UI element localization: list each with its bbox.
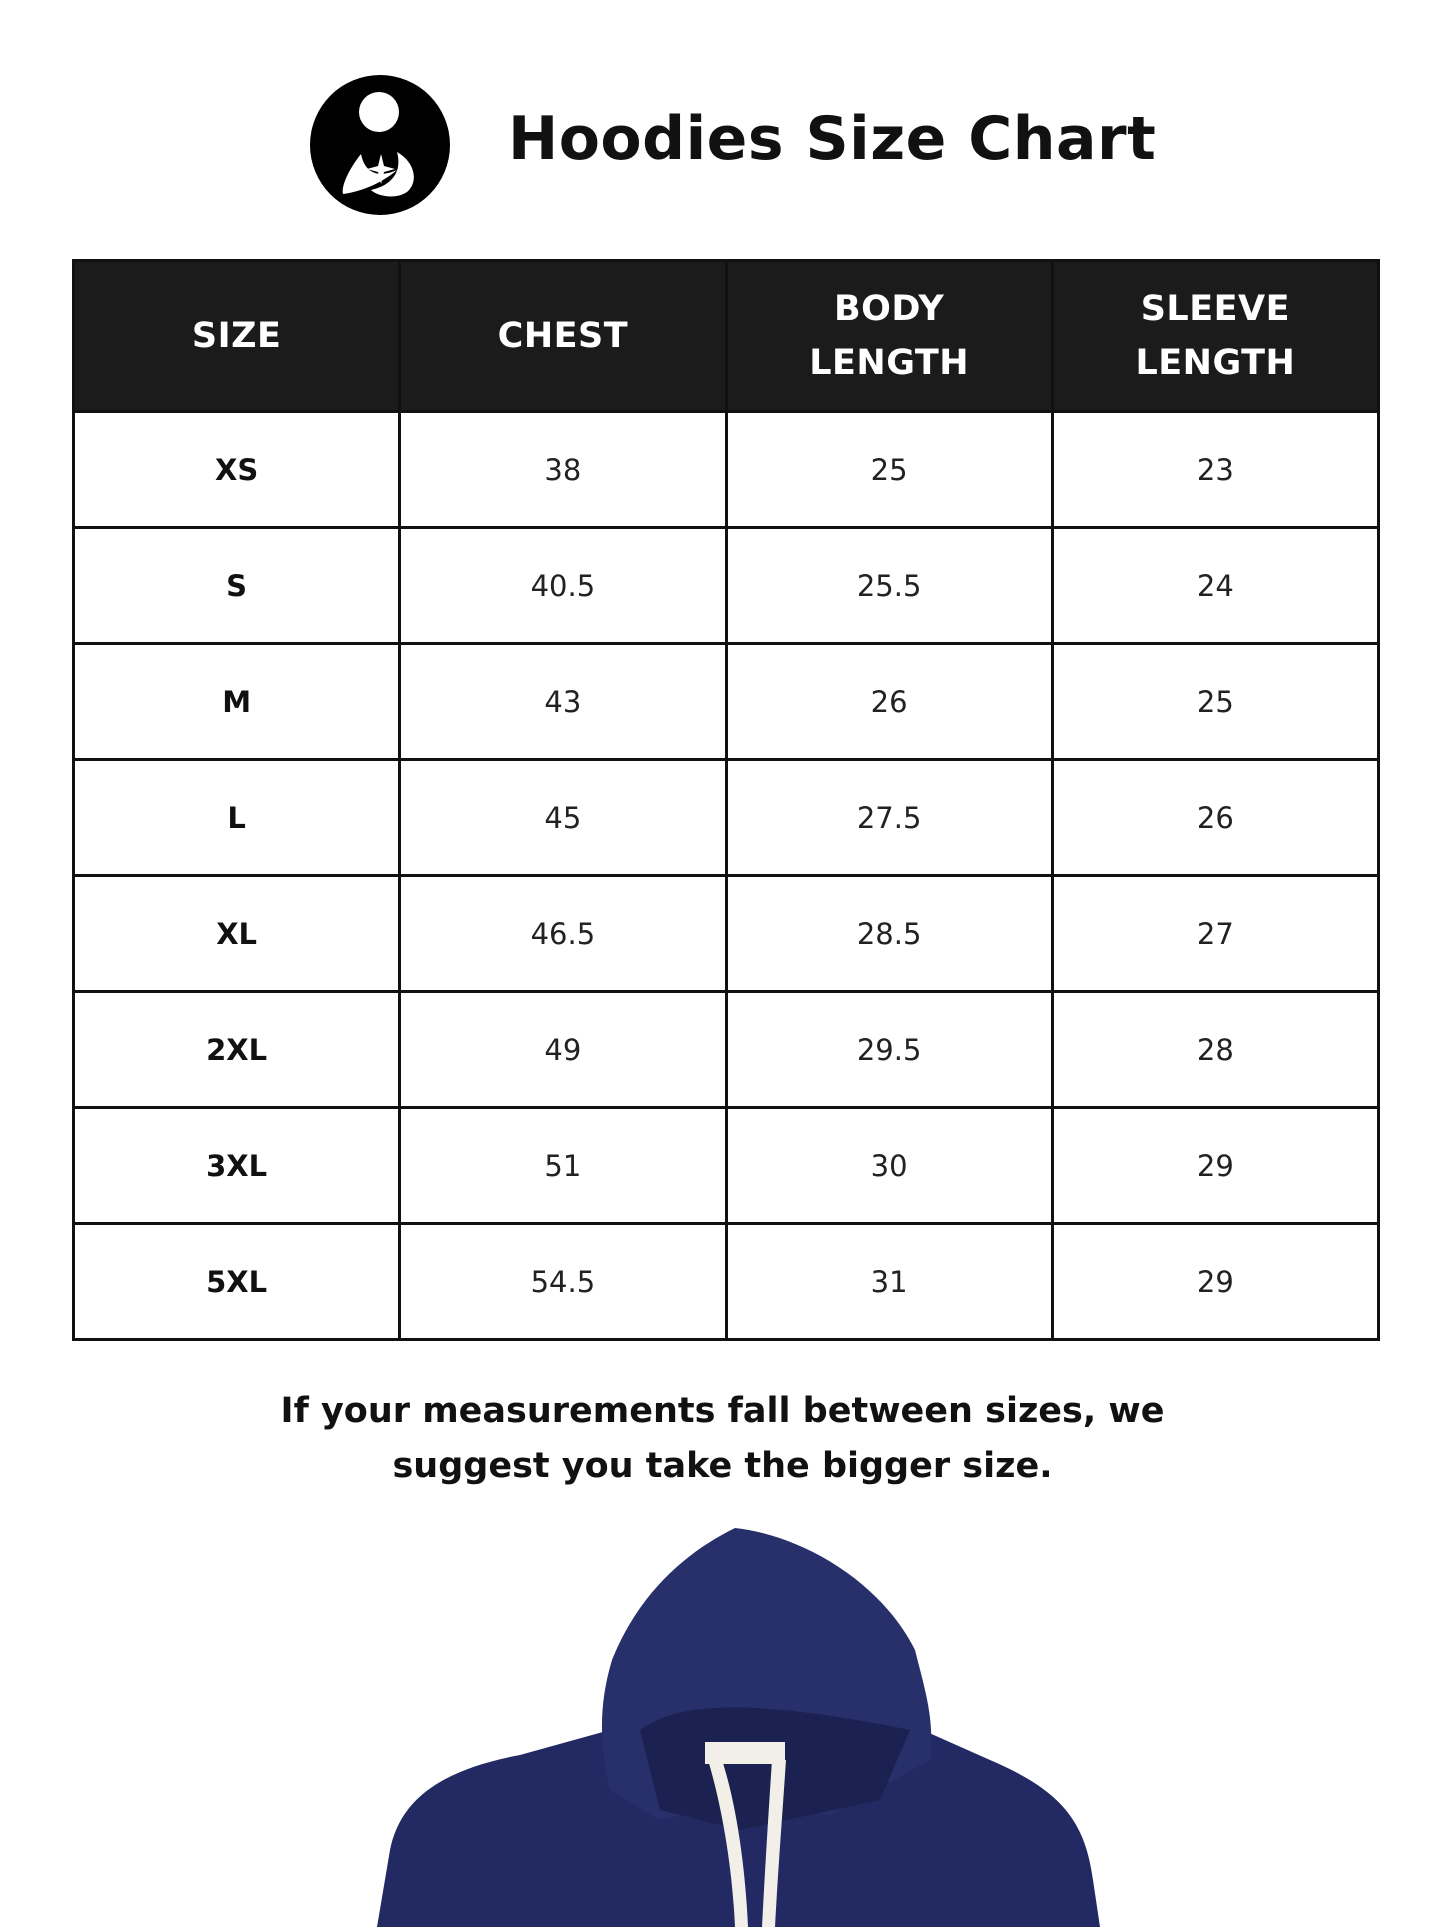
size-cell: XL (71, 874, 402, 993)
column-header-word: LENGTH (809, 343, 970, 383)
measurement-cell: 26 (724, 642, 1054, 761)
page-title: Hoodies Size Chart (508, 104, 1157, 174)
size-cell: L (71, 758, 402, 877)
measurement-cell: 25 (724, 410, 1054, 529)
table-header-row: SIZE CHEST BODY LENGTH SLEEVE LENGTH (71, 259, 1381, 413)
size-cell: XS (71, 410, 402, 529)
size-cell: 3XL (71, 1106, 402, 1225)
table-row: 3XL 51 30 29 (71, 1106, 1381, 1225)
size-cell: M (71, 642, 402, 761)
column-header-word: LENGTH (1135, 343, 1296, 383)
measurement-cell: 26 (1050, 758, 1381, 877)
measurement-cell: 28 (1050, 990, 1381, 1109)
sizing-note-line-2: suggest you take the bigger size. (392, 1446, 1053, 1486)
measurement-cell: 25 (1050, 642, 1381, 761)
measurement-cell: 45 (398, 758, 728, 877)
table-row: M 43 26 25 (71, 642, 1381, 761)
measurement-cell: 54.5 (398, 1222, 728, 1341)
measurement-cell: 24 (1050, 526, 1381, 645)
measurement-cell: 29.5 (724, 990, 1054, 1109)
column-header: SIZE (71, 259, 402, 413)
measurement-cell: 40.5 (398, 526, 728, 645)
size-cell: S (71, 526, 402, 645)
drawstring-left (708, 1760, 748, 1927)
measurement-cell: 49 (398, 990, 728, 1109)
sizing-note: If your measurements fall between sizes,… (0, 1384, 1445, 1494)
measurement-cell: 31 (724, 1222, 1054, 1341)
table-row: 5XL 54.5 31 29 (71, 1222, 1381, 1341)
measurement-cell: 43 (398, 642, 728, 761)
measurement-cell: 29 (1050, 1106, 1381, 1225)
size-chart-table: SIZE CHEST BODY LENGTH SLEEVE LENGTH XS 38 25 23… (71, 259, 1381, 1341)
hoodie-image (377, 1528, 1100, 1927)
sizing-note-line-1: If your measurements fall between sizes,… (280, 1391, 1165, 1431)
table-row: XS 38 25 23 (71, 410, 1381, 529)
measurement-cell: 46.5 (398, 874, 728, 993)
measurement-cell: 25.5 (724, 526, 1054, 645)
column-header-word: BODY (833, 289, 945, 329)
measurement-cell: 30 (724, 1106, 1054, 1225)
size-cell: 2XL (71, 990, 402, 1109)
table-row: XL 46.5 28.5 27 (71, 874, 1381, 993)
mother-child-logo-icon (310, 75, 450, 215)
measurement-cell: 29 (1050, 1222, 1381, 1341)
column-header: SLEEVE LENGTH (1050, 259, 1381, 413)
measurement-cell: 51 (398, 1106, 728, 1225)
table-row: 2XL 49 29.5 28 (71, 990, 1381, 1109)
column-header-word: SLEEVE (1140, 289, 1291, 329)
table-row: L 45 27.5 26 (71, 758, 1381, 877)
column-header: CHEST (398, 259, 728, 413)
column-header: BODY LENGTH (724, 259, 1054, 413)
size-cell: 5XL (71, 1222, 402, 1341)
measurement-cell: 38 (398, 410, 728, 529)
measurement-cell: 23 (1050, 410, 1381, 529)
measurement-cell: 27.5 (724, 758, 1054, 877)
measurement-cell: 27 (1050, 874, 1381, 993)
drawstring-right (762, 1760, 786, 1927)
measurement-cell: 28.5 (724, 874, 1054, 993)
table-row: S 40.5 25.5 24 (71, 526, 1381, 645)
